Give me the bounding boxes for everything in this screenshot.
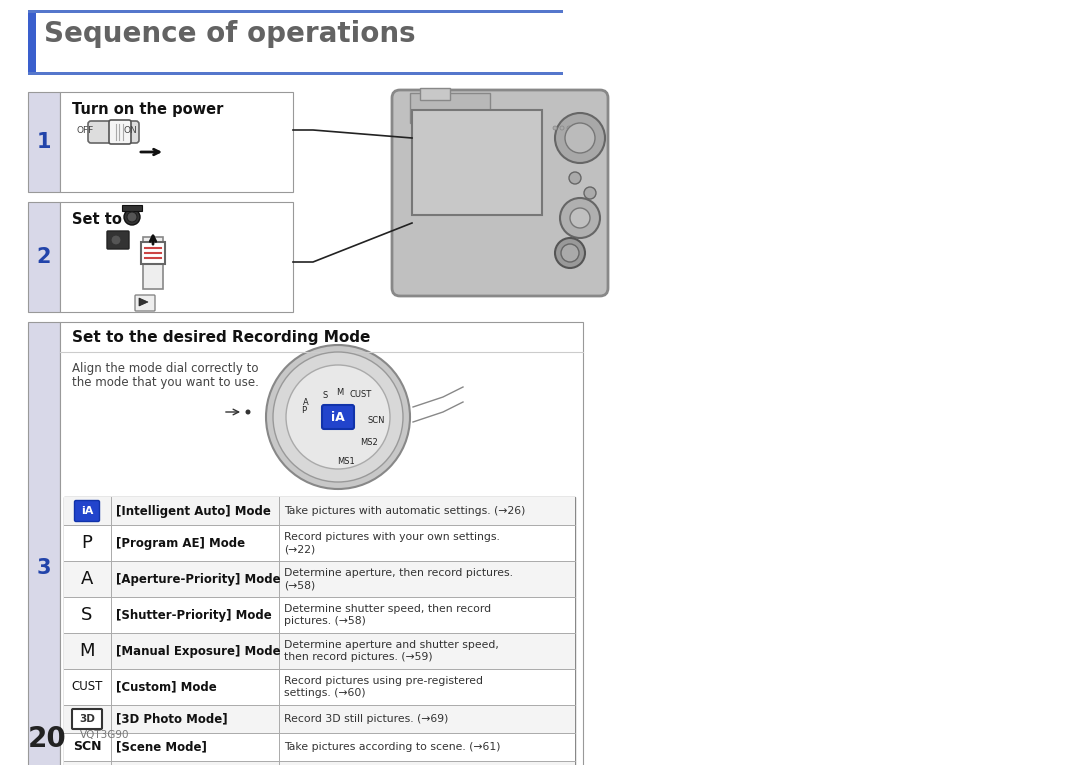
Text: MS2: MS2 <box>360 438 378 448</box>
Bar <box>28 10 563 12</box>
Text: Turn on the power: Turn on the power <box>72 102 224 117</box>
Text: A: A <box>303 398 309 407</box>
Text: [3D Photo Mode]: [3D Photo Mode] <box>116 712 228 725</box>
Bar <box>64 497 575 525</box>
Text: P: P <box>301 406 306 415</box>
Bar <box>64 705 575 733</box>
Text: MS1: MS1 <box>337 457 354 466</box>
Bar <box>64 761 575 765</box>
Text: [Custom] Mode: [Custom] Mode <box>116 681 217 694</box>
Text: 1: 1 <box>37 132 51 152</box>
Text: [Intelligent Auto] Mode: [Intelligent Auto] Mode <box>116 504 271 517</box>
Text: CUST: CUST <box>350 390 372 399</box>
Circle shape <box>286 365 390 469</box>
Bar <box>420 88 450 100</box>
FancyBboxPatch shape <box>135 295 156 311</box>
Text: SCN: SCN <box>72 741 102 754</box>
Circle shape <box>573 126 578 130</box>
Text: [Shutter-Priority] Mode: [Shutter-Priority] Mode <box>116 608 272 621</box>
Text: SCN: SCN <box>367 416 384 425</box>
Text: 3: 3 <box>37 558 51 578</box>
Circle shape <box>561 198 600 238</box>
FancyBboxPatch shape <box>87 121 139 143</box>
Text: ON: ON <box>123 125 137 135</box>
Circle shape <box>266 345 410 489</box>
FancyBboxPatch shape <box>392 90 608 296</box>
Bar <box>28 202 60 312</box>
Bar <box>64 633 575 669</box>
Text: Take pictures according to scene. (→61): Take pictures according to scene. (→61) <box>284 742 500 752</box>
Text: iA: iA <box>332 411 345 424</box>
Text: 2: 2 <box>37 247 51 267</box>
Circle shape <box>127 212 137 222</box>
Text: [Manual Exposure] Mode: [Manual Exposure] Mode <box>116 644 281 657</box>
Text: 20: 20 <box>28 725 67 753</box>
FancyBboxPatch shape <box>322 405 354 429</box>
Bar <box>60 322 583 765</box>
Bar <box>28 322 60 765</box>
Bar <box>64 669 575 705</box>
Bar <box>28 72 563 74</box>
Text: Sequence of operations: Sequence of operations <box>44 20 416 48</box>
Bar <box>411 110 542 215</box>
Circle shape <box>124 209 140 225</box>
Text: Record pictures using pre-registered
settings. (→60): Record pictures using pre-registered set… <box>284 675 483 698</box>
FancyBboxPatch shape <box>72 709 102 729</box>
Text: Set to: Set to <box>72 212 122 227</box>
Bar <box>60 202 293 312</box>
Text: [Scene Mode]: [Scene Mode] <box>116 741 207 754</box>
Text: [Program AE] Mode: [Program AE] Mode <box>116 536 245 549</box>
Bar <box>141 242 165 264</box>
Text: Record pictures with your own settings.
(→22): Record pictures with your own settings. … <box>284 532 500 554</box>
Text: Determine aperture, then record pictures.
(→58): Determine aperture, then record pictures… <box>284 568 513 591</box>
Text: M: M <box>79 642 95 660</box>
Circle shape <box>553 126 557 130</box>
Bar <box>64 525 575 561</box>
Text: 3D: 3D <box>79 714 95 724</box>
Circle shape <box>567 126 571 130</box>
Bar <box>143 237 163 289</box>
Circle shape <box>584 187 596 199</box>
Text: Set to the desired Recording Mode: Set to the desired Recording Mode <box>72 330 370 345</box>
Circle shape <box>273 352 403 482</box>
Polygon shape <box>139 298 148 306</box>
Text: iA: iA <box>81 506 93 516</box>
Bar <box>64 597 575 633</box>
Text: Determine shutter speed, then record
pictures. (→58): Determine shutter speed, then record pic… <box>284 604 491 627</box>
Bar <box>64 733 575 761</box>
Text: Determine aperture and shutter speed,
then record pictures. (→59): Determine aperture and shutter speed, th… <box>284 640 499 662</box>
Bar <box>410 93 490 123</box>
Bar <box>122 205 141 211</box>
Text: CUST: CUST <box>71 681 103 694</box>
Text: OFF: OFF <box>77 125 94 135</box>
Circle shape <box>111 235 121 245</box>
Bar <box>28 92 60 192</box>
Text: A: A <box>81 570 93 588</box>
Text: S: S <box>81 606 93 624</box>
Bar <box>64 561 575 597</box>
Text: VQT3G90: VQT3G90 <box>80 730 130 740</box>
Circle shape <box>569 172 581 184</box>
Text: P: P <box>82 534 93 552</box>
Circle shape <box>561 126 564 130</box>
Bar <box>64 497 575 765</box>
FancyBboxPatch shape <box>107 231 129 249</box>
Circle shape <box>245 409 251 415</box>
Circle shape <box>555 113 605 163</box>
FancyBboxPatch shape <box>109 120 131 144</box>
Text: Take pictures with automatic settings. (→26): Take pictures with automatic settings. (… <box>284 506 525 516</box>
Text: M: M <box>337 388 343 396</box>
Text: the mode that you want to use.: the mode that you want to use. <box>72 376 259 389</box>
Text: Align the mode dial correctly to: Align the mode dial correctly to <box>72 362 258 375</box>
Bar <box>28 10 36 72</box>
Circle shape <box>561 244 579 262</box>
FancyBboxPatch shape <box>75 500 99 522</box>
Text: Record 3D still pictures. (→69): Record 3D still pictures. (→69) <box>284 714 448 724</box>
Bar <box>60 92 293 192</box>
Circle shape <box>565 123 595 153</box>
Text: [Aperture-Priority] Mode: [Aperture-Priority] Mode <box>116 572 281 585</box>
Circle shape <box>555 238 585 268</box>
Circle shape <box>570 208 590 228</box>
Text: S: S <box>323 391 328 400</box>
